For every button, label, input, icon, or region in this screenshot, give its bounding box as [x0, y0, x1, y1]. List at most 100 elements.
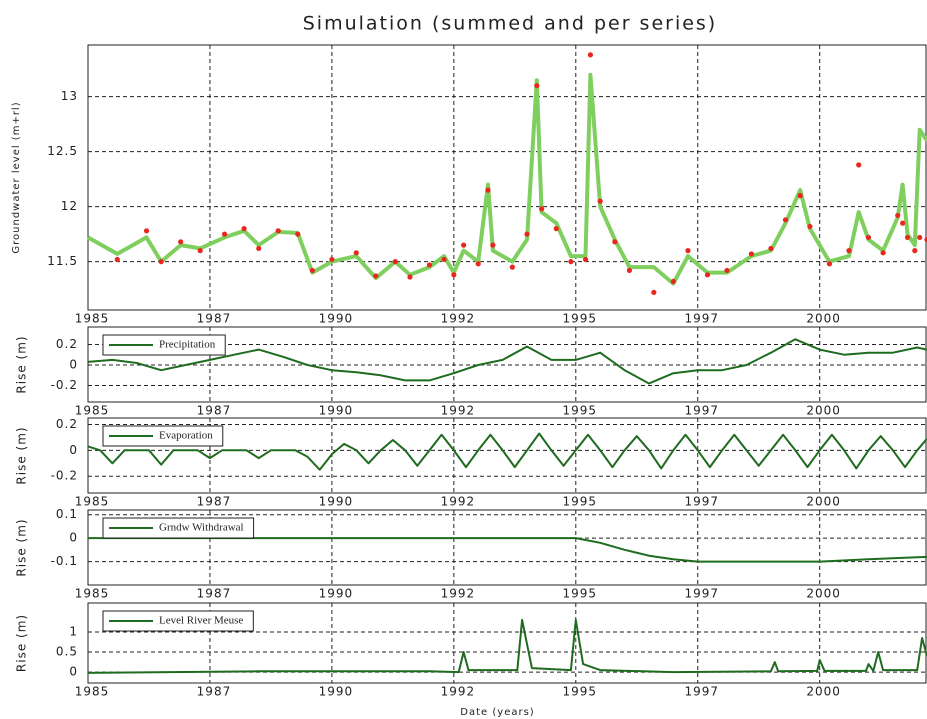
panel: -0.1 0 0.1 1985 1987 1990 1992 1995 1997 2000 Rise… — [15, 507, 927, 601]
x-tick-label: 1987 — [197, 587, 232, 601]
x-tick-label: 1990 — [319, 495, 354, 509]
y-axis-label: Rise (m) — [15, 518, 29, 576]
x-tick-label: 1990 — [319, 404, 354, 418]
observation — [309, 267, 315, 274]
x-tick-label: 2000 — [806, 685, 841, 699]
x-axis-label: Date (years) — [460, 707, 534, 718]
y-tick-label: 0 — [69, 443, 78, 457]
y-tick-label: 0.1 — [56, 507, 78, 521]
x-tick-label: 1987 — [197, 312, 232, 326]
observation — [460, 242, 467, 248]
observation — [895, 212, 901, 219]
panel: -0.2 0 0.2 1985 1987 1990 1992 1995 1997 2000 Rise… — [15, 326, 927, 418]
observation — [904, 234, 911, 241]
observation — [329, 256, 335, 263]
x-tick-label: 1990 — [319, 685, 354, 699]
legend: Level River Meuse — [102, 610, 254, 632]
legend-label: Grndw Withdrawal — [159, 522, 244, 534]
y-tick-label: -0.2 — [51, 469, 78, 483]
x-tick-label: 1987 — [197, 404, 232, 418]
chart-title: Simulation (summed and per series) — [303, 13, 717, 35]
observation — [582, 256, 589, 263]
y-tick-label: 0 — [69, 531, 78, 545]
x-tick-label: 1992 — [441, 495, 476, 509]
observation — [143, 228, 150, 234]
legend-box — [102, 610, 254, 632]
x-tick-label: 2000 — [806, 404, 841, 418]
observation — [509, 264, 515, 270]
y-tick-label: 13 — [61, 89, 78, 103]
panel: -0.2 0 0.2 1985 1987 1990 1992 1995 1997 2000 Rise… — [15, 417, 927, 509]
legend-label: Evaporation — [159, 430, 213, 442]
observation — [826, 261, 833, 267]
observation — [724, 267, 730, 274]
x-tick-label: 1997 — [684, 685, 719, 699]
series-line — [88, 537, 927, 563]
x-tick-label: 1997 — [684, 587, 719, 601]
x-tick-label: 2000 — [806, 587, 841, 601]
plot-frame — [87, 602, 927, 684]
observation — [612, 239, 618, 245]
x-tick-label: 2000 — [806, 495, 841, 509]
series-line — [87, 72, 927, 286]
y-tick-label: 0 — [69, 358, 78, 372]
observation — [407, 274, 413, 280]
x-tick-label: 1997 — [684, 404, 719, 418]
observation — [797, 193, 803, 199]
observation — [553, 226, 559, 232]
observation — [475, 261, 481, 267]
observation — [704, 272, 711, 278]
observation — [221, 231, 228, 237]
observation — [807, 223, 813, 230]
observation — [782, 217, 789, 223]
observation — [197, 248, 203, 254]
observation — [880, 250, 886, 256]
panel: 0 0.5 1 1985 1987 1990 1992 1995 1997 2000 Rise (m… — [15, 602, 927, 718]
y-axis-label: Rise (m) — [15, 335, 29, 393]
y-tick-label: 12.5 — [47, 144, 78, 158]
observation — [114, 256, 120, 263]
observation — [900, 220, 906, 226]
y-tick-label: 0 — [69, 665, 78, 679]
observation — [626, 267, 633, 274]
legend: Evaporation — [102, 425, 224, 447]
x-tick-label: 1995 — [563, 685, 598, 699]
observation — [256, 245, 262, 252]
observation — [353, 250, 359, 256]
y-tick-label: 12 — [61, 199, 78, 213]
observation — [597, 198, 603, 204]
observation — [158, 259, 164, 265]
x-tick-label: 1992 — [441, 685, 476, 699]
x-tick-label: 1987 — [197, 495, 232, 509]
x-tick-label: 1987 — [197, 685, 232, 699]
legend-box — [102, 334, 226, 356]
legend: Grndw Withdrawal — [102, 517, 255, 539]
legend-label: Level River Meuse — [159, 615, 243, 627]
x-tick-label: 1985 — [75, 312, 110, 326]
observation — [534, 83, 540, 89]
observation — [587, 52, 594, 58]
panel: 11.5 12 12.5 13 1985 1987 1990 1992 1995 1997 2000… — [11, 44, 927, 326]
observation — [651, 289, 657, 296]
observation — [490, 242, 496, 248]
x-tick-label: 1990 — [319, 312, 354, 326]
observation — [178, 239, 184, 245]
observation — [768, 245, 774, 252]
x-tick-label: 1997 — [684, 312, 719, 326]
y-tick-label: 0.5 — [56, 645, 78, 659]
x-tick-label: 1995 — [563, 312, 598, 326]
x-tick-label: 2000 — [806, 312, 841, 326]
observation — [426, 262, 433, 268]
observation — [241, 226, 247, 232]
x-tick-label: 1995 — [563, 404, 598, 418]
series-line — [87, 618, 927, 674]
legend-box — [102, 517, 255, 539]
y-tick-label: 11.5 — [47, 254, 78, 268]
plot-frame — [87, 44, 927, 311]
x-tick-label: 1985 — [75, 404, 110, 418]
observation — [670, 278, 676, 285]
x-tick-label: 1985 — [75, 685, 110, 699]
y-tick-label: -0.1 — [51, 554, 78, 568]
legend: Precipitation — [102, 334, 226, 356]
y-tick-label: -0.2 — [51, 378, 78, 392]
